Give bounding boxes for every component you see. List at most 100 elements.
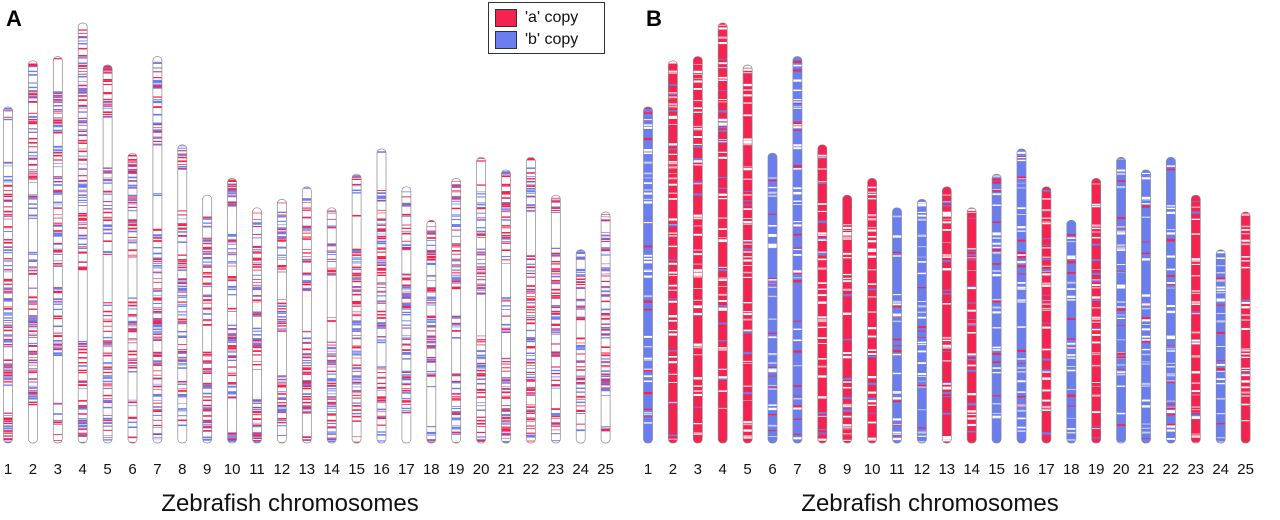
band (501, 305, 511, 307)
band (202, 222, 212, 224)
band (227, 188, 237, 190)
band (718, 129, 728, 132)
band (252, 295, 262, 297)
band (152, 102, 162, 104)
band (576, 396, 586, 398)
band (576, 429, 586, 431)
band (643, 124, 653, 126)
band (401, 205, 411, 207)
band (1141, 258, 1151, 260)
band (377, 151, 386, 153)
band (1066, 394, 1076, 397)
band (103, 340, 113, 341)
band (668, 123, 678, 125)
band (817, 210, 827, 213)
band (152, 61, 162, 63)
band (1066, 338, 1076, 340)
band (227, 435, 237, 437)
band (352, 214, 362, 217)
band (202, 243, 212, 245)
band (917, 380, 927, 382)
band (643, 414, 653, 415)
band (967, 354, 977, 357)
chromosome-13 (941, 186, 952, 444)
band (551, 351, 561, 353)
band (992, 346, 1002, 349)
band (152, 402, 162, 404)
band (1066, 295, 1076, 297)
band (177, 349, 187, 350)
band (1066, 355, 1076, 357)
band (1017, 299, 1026, 301)
band (1041, 300, 1051, 302)
band (227, 261, 237, 263)
band (277, 411, 287, 413)
band (526, 386, 536, 388)
band (967, 251, 977, 252)
band (177, 390, 187, 392)
band (743, 191, 753, 193)
band (817, 181, 827, 183)
band (401, 228, 411, 229)
band (377, 376, 386, 378)
band (1091, 385, 1101, 387)
band (28, 390, 38, 392)
band (28, 385, 38, 387)
band (668, 300, 678, 303)
band (152, 85, 162, 87)
band (668, 84, 678, 86)
band (128, 301, 137, 304)
band (152, 136, 162, 138)
band (526, 318, 536, 321)
band (526, 314, 536, 316)
band (103, 68, 113, 70)
band (768, 386, 777, 388)
band (942, 218, 952, 220)
band (743, 140, 753, 144)
band (401, 371, 411, 373)
band (28, 273, 38, 275)
band (377, 341, 386, 344)
band (3, 419, 13, 421)
band (917, 386, 927, 388)
band (3, 309, 13, 310)
band (526, 195, 536, 197)
band (352, 392, 362, 394)
band (576, 360, 586, 362)
band (202, 387, 212, 389)
band (352, 345, 362, 347)
band (53, 332, 63, 334)
band (152, 360, 162, 363)
band (451, 417, 461, 420)
band (128, 371, 137, 373)
band (643, 308, 653, 311)
band (252, 257, 262, 259)
band (302, 199, 312, 201)
band (426, 374, 436, 377)
band (202, 362, 212, 364)
band (792, 129, 802, 131)
band (227, 241, 237, 243)
band (526, 187, 536, 190)
band (892, 372, 902, 375)
band (476, 439, 486, 442)
band (327, 251, 337, 253)
band (177, 352, 187, 353)
band (3, 181, 13, 183)
tick-label-14: 14 (963, 461, 980, 478)
band (128, 198, 137, 200)
tick-label-11: 11 (889, 461, 905, 478)
band (227, 279, 237, 281)
band (302, 282, 312, 284)
chromosome-outline-10 (227, 178, 237, 444)
band (252, 274, 262, 276)
chromosome-body-10 (227, 178, 237, 443)
band (401, 388, 411, 390)
band (78, 365, 88, 366)
band (867, 404, 877, 406)
band (152, 100, 162, 103)
band (177, 394, 187, 397)
band (817, 316, 827, 319)
band (78, 105, 88, 108)
band (526, 393, 536, 395)
